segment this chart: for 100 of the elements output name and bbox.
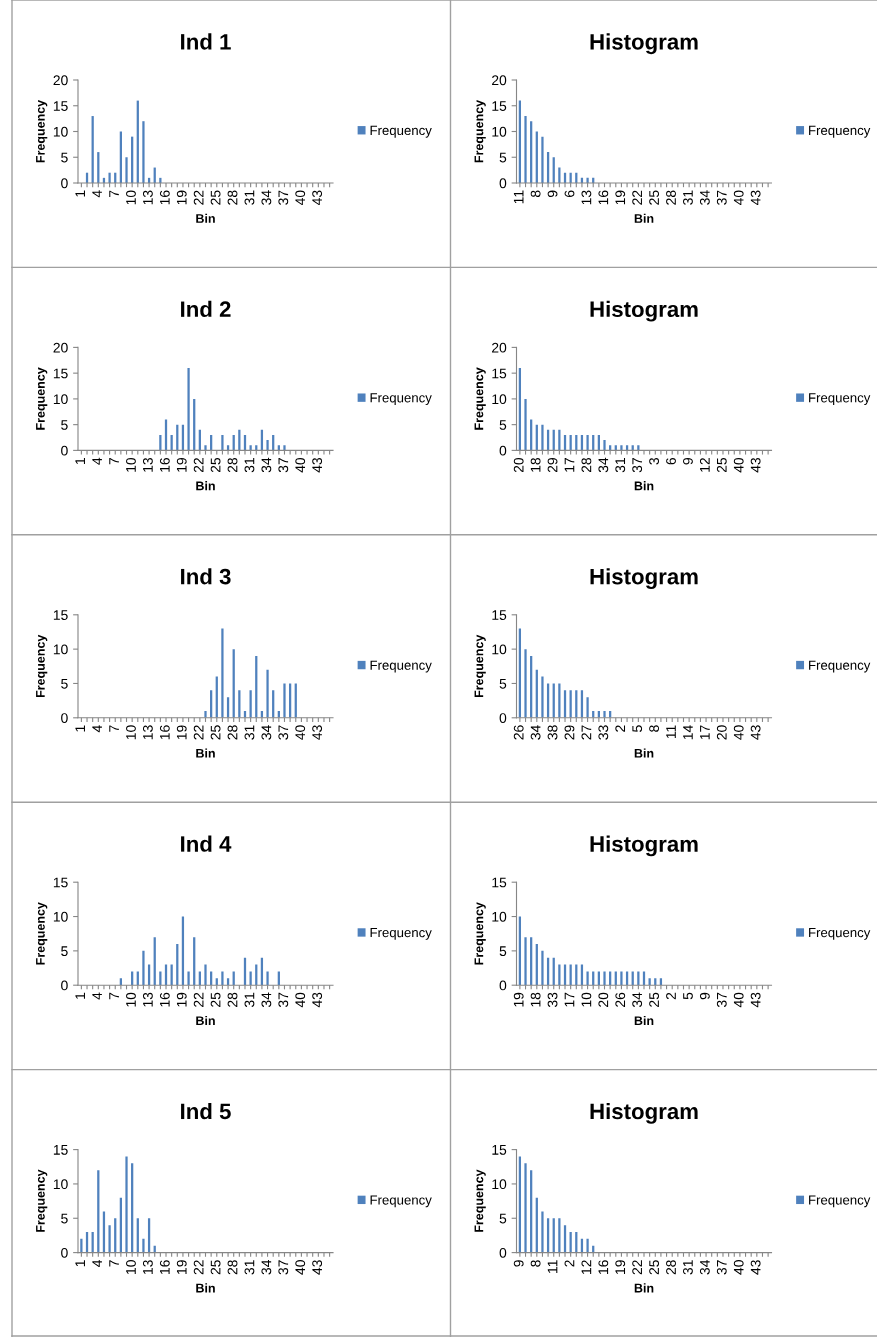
- x-tick-label: 22: [193, 1260, 204, 1275]
- x-tick-label: 34: [699, 1259, 710, 1275]
- x-tick-label: 28: [227, 457, 238, 473]
- x-tick-label: 22: [193, 992, 204, 1007]
- bar: [232, 971, 235, 986]
- bar: [558, 429, 561, 451]
- bar: [637, 971, 640, 986]
- x-axis-title: Bin: [634, 213, 654, 223]
- bar: [283, 445, 286, 451]
- y-axis-title: Frequency: [474, 902, 486, 965]
- x-tick-label: 2: [666, 992, 676, 1000]
- bar: [125, 157, 128, 183]
- bar: [592, 971, 595, 986]
- bar: [266, 669, 269, 718]
- x-tick-label: 37: [278, 992, 289, 1008]
- x-axis-title: Bin: [634, 1015, 654, 1025]
- legend-label: Frequency: [809, 125, 871, 138]
- x-tick-label: 11: [513, 190, 524, 204]
- chart-title: Histogram: [590, 300, 698, 322]
- x-tick-label: 37: [278, 190, 289, 205]
- y-tick-label: 15: [53, 1145, 68, 1155]
- y-tick-label: 0: [61, 713, 68, 723]
- x-tick-label: 16: [598, 190, 609, 205]
- bar: [187, 368, 190, 451]
- x-tick-label: 9: [547, 190, 558, 198]
- x-tick-label: 37: [716, 992, 727, 1008]
- bar: [125, 1156, 128, 1253]
- x-tick-label: 40: [295, 190, 306, 206]
- x-tick-label: 1: [75, 190, 85, 197]
- y-tick-label: 5: [61, 152, 68, 163]
- y-tick-label: 15: [53, 101, 68, 111]
- x-tick-label: 13: [581, 190, 592, 205]
- y-tick-label: 20: [53, 342, 68, 353]
- bar: [524, 116, 527, 183]
- x-tick-label: 26: [513, 725, 524, 740]
- bar: [277, 971, 280, 986]
- x-tick-label: 2: [615, 725, 626, 732]
- x-tick-label: 25: [210, 457, 221, 473]
- bar: [524, 937, 527, 986]
- y-tick-label: 5: [61, 1213, 68, 1224]
- x-tick-label: 40: [733, 190, 744, 206]
- y-tick-label: 15: [492, 610, 507, 620]
- x-tick-label: 18: [530, 457, 541, 472]
- x-tick-label: 8: [649, 725, 660, 732]
- chart-title: Ind 2: [181, 300, 231, 318]
- x-tick-label: 28: [666, 1260, 676, 1275]
- bar: [524, 1163, 527, 1253]
- y-tick-label: 5: [499, 678, 507, 689]
- x-tick-label: 43: [750, 725, 761, 740]
- bar: [221, 628, 224, 718]
- x-tick-label: 40: [295, 725, 306, 740]
- x-tick-label: 25: [210, 190, 221, 205]
- x-tick-label: 43: [750, 190, 761, 206]
- x-tick-label: 34: [261, 1259, 272, 1275]
- x-tick-label: 43: [750, 457, 761, 473]
- y-tick-label: 10: [492, 644, 507, 655]
- x-tick-label: 25: [210, 992, 221, 1007]
- x-tick-label: 31: [615, 458, 626, 473]
- chart-title: Ind 4: [181, 835, 232, 852]
- y-axis-title: Frequency: [474, 1169, 486, 1232]
- x-tick-label: 4: [92, 457, 102, 465]
- x-tick-label: 22: [632, 190, 642, 205]
- x-tick-label: 7: [109, 992, 119, 1000]
- x-tick-label: 31: [244, 190, 255, 205]
- y-tick-label: 10: [53, 1179, 68, 1190]
- bar: [558, 1218, 561, 1253]
- y-axis-title: Frequency: [474, 99, 486, 163]
- x-tick-label: 5: [632, 725, 643, 732]
- x-tick-label: 40: [733, 457, 744, 473]
- bar: [119, 978, 122, 986]
- bar: [586, 177, 589, 183]
- x-tick-label: 28: [227, 992, 238, 1007]
- x-tick-label: 28: [581, 457, 592, 473]
- x-axis-title: Bin: [196, 213, 215, 223]
- x-tick-label: 25: [716, 457, 727, 473]
- x-tick-label: 40: [295, 1260, 306, 1275]
- bar: [586, 1238, 589, 1253]
- bar: [198, 971, 201, 986]
- x-tick-label: 10: [126, 1260, 136, 1274]
- y-tick-label: 20: [53, 75, 68, 86]
- bar: [80, 1238, 83, 1253]
- legend-label: Frequency: [370, 660, 432, 673]
- bar: [221, 434, 224, 451]
- x-tick-label: 37: [278, 1260, 289, 1275]
- x-tick-label: 7: [109, 190, 119, 197]
- y-tick-label: 15: [492, 101, 507, 111]
- bar: [204, 964, 207, 986]
- x-tick-label: 31: [244, 725, 255, 740]
- x-tick-label: 43: [750, 1260, 761, 1275]
- bar: [131, 971, 134, 986]
- x-tick-label: 10: [126, 457, 136, 472]
- bar: [215, 978, 218, 986]
- bar: [249, 971, 252, 986]
- y-tick-label: 15: [53, 368, 68, 379]
- x-tick-label: 40: [733, 725, 744, 740]
- x-tick-label: 16: [159, 1260, 170, 1274]
- x-tick-label: 12: [699, 458, 710, 472]
- chart-title: Ind 5: [181, 1102, 231, 1120]
- x-tick-label: 37: [278, 725, 289, 740]
- bar: [631, 971, 634, 986]
